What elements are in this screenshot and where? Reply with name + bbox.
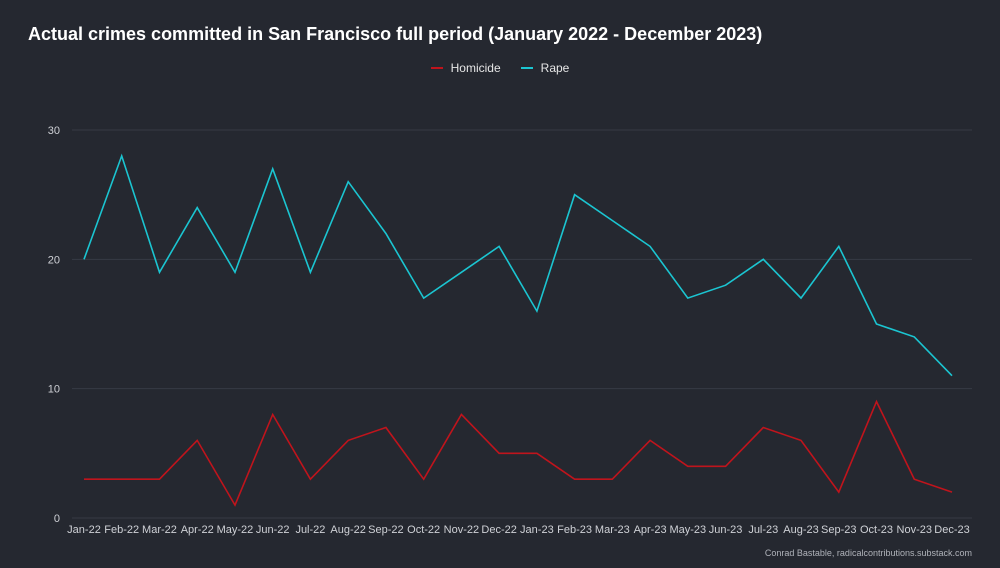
x-tick-label: Mar-23 [595,524,630,536]
data-point-rape[interactable]: Rape May-22: 19 [231,268,239,276]
data-point-rape[interactable]: Rape Feb-23: 25 [571,191,579,199]
data-point-homicide[interactable]: Homicide Aug-22: 6 [344,436,352,444]
data-point-homicide[interactable]: Homicide Dec-22: 5 [495,449,503,457]
data-point-rape[interactable]: Rape Nov-22: 19 [457,268,465,276]
data-point-homicide[interactable]: Homicide Sep-22: 7 [382,423,390,431]
x-tick-label: Aug-22 [330,524,365,536]
x-tick-label: Nov-23 [897,524,932,536]
series-line-homicide [84,399,953,507]
legend-item-homicide[interactable]: Homicide [430,61,501,75]
data-point-homicide[interactable]: Homicide Oct-22: 3 [420,475,428,483]
data-point-homicide[interactable]: Homicide May-22: 1 [231,501,239,509]
x-tick-label: Dec-23 [934,524,969,536]
x-tick-label: Aug-23 [783,524,818,536]
x-tick-label: Jun-23 [709,524,743,536]
data-point-rape[interactable]: Rape Apr-22: 24 [193,204,201,212]
data-point-rape[interactable]: Rape Sep-23: 21 [835,242,843,250]
data-point-homicide[interactable]: Homicide Nov-22: 8 [457,411,465,419]
y-tick-label: 0 [54,513,60,525]
data-point-rape[interactable]: Rape May-23: 17 [684,294,692,302]
data-point-rape[interactable]: Rape Jan-23: 16 [533,307,541,315]
x-tick-label: Mar-22 [142,524,177,536]
data-point-rape[interactable]: Rape Dec-23: 11 [948,372,956,380]
data-point-homicide[interactable]: Homicide Jun-23: 4 [722,462,730,470]
x-tick-label: Sep-22 [368,524,403,536]
x-tick-label: Sep-23 [821,524,856,536]
x-tick-label: Jan-23 [520,524,554,536]
data-point-rape[interactable]: Rape Sep-22: 22 [382,229,390,237]
x-tick-label: Feb-23 [557,524,592,536]
y-tick-label: 20 [48,254,60,266]
data-point-homicide[interactable]: Homicide Jul-22: 3 [306,475,314,483]
data-point-rape[interactable]: Rape Nov-23: 14 [910,333,918,341]
data-point-rape[interactable]: Rape Jun-23: 18 [722,281,730,289]
data-point-rape[interactable]: Rape Jun-22: 27 [269,165,277,173]
x-tick-label: May-22 [217,524,254,536]
y-axis-ticks: 0 10 20 30 [48,125,60,525]
source-credit: Conrad Bastable, radicalcontributions.su… [764,548,972,558]
data-point-rape[interactable]: Rape Apr-23: 21 [646,242,654,250]
data-point-homicide[interactable]: Homicide Apr-22: 6 [193,436,201,444]
data-point-rape[interactable]: Rape Oct-22: 17 [420,294,428,302]
data-point-homicide[interactable]: Homicide Jun-22: 8 [269,411,277,419]
x-tick-label: Apr-22 [181,524,214,536]
data-point-homicide[interactable]: Homicide Feb-22: 3 [118,475,126,483]
data-point-rape[interactable]: Rape Mar-23: 23 [608,217,616,225]
x-tick-label: Apr-23 [634,524,667,536]
data-point-homicide[interactable]: Homicide Jan-23: 5 [533,449,541,457]
x-tick-label: Feb-22 [104,524,139,536]
data-point-homicide[interactable]: Homicide Nov-23: 3 [910,475,918,483]
legend-label-homicide: Homicide [450,61,501,75]
data-point-rape[interactable]: Rape Aug-22: 26 [344,178,352,186]
x-tick-label: Jul-22 [295,524,325,536]
data-point-rape[interactable]: Rape Dec-22: 21 [495,242,503,250]
data-point-homicide[interactable]: Homicide Mar-23: 3 [608,475,616,483]
data-point-rape[interactable]: Rape Feb-22: 28 [118,152,126,160]
data-point-rape[interactable]: Rape Aug-23: 17 [797,294,805,302]
legend-item-rape[interactable]: Rape [520,61,570,75]
x-tick-label: Oct-23 [860,524,893,536]
data-point-homicide[interactable]: Homicide Oct-23: 9 [873,398,881,406]
data-point-rape[interactable]: Rape Oct-23: 15 [873,320,881,328]
grid-layer [72,129,972,519]
data-point-homicide[interactable]: Homicide Apr-23: 6 [646,436,654,444]
legend-label-rape: Rape [540,61,570,75]
legend-swatch-homicide [430,67,443,69]
data-point-homicide[interactable]: Homicide Aug-23: 6 [797,436,805,444]
series-layer: Homicide Jan-22: 3 Homicide Feb-22: 3 Homi… [80,152,956,509]
data-point-homicide[interactable]: Homicide Sep-23: 2 [835,488,843,496]
x-tick-label: Jul-23 [748,524,778,536]
y-tick-label: 10 [48,384,60,396]
data-point-homicide[interactable]: Homicide Feb-23: 3 [571,475,579,483]
x-axis-ticks: Jan-22 Feb-22 Mar-22 Apr-22 May-22 Jun-22 Jul-… [67,524,970,536]
x-tick-label: Jun-22 [256,524,290,536]
legend: Homicide Rape [0,61,1000,75]
data-point-homicide[interactable]: Homicide Dec-23: 2 [948,488,956,496]
data-point-rape[interactable]: Rape Jul-22: 19 [306,268,314,276]
data-point-homicide[interactable]: Homicide May-23: 4 [684,462,692,470]
x-tick-label: Dec-22 [481,524,516,536]
chart-title: Actual crimes committed in San Francisco… [28,24,763,44]
data-point-rape[interactable]: Rape Mar-22: 19 [155,268,163,276]
x-tick-label: May-23 [669,524,706,536]
data-point-homicide[interactable]: Homicide Mar-22: 3 [155,475,163,483]
data-point-rape[interactable]: Rape Jan-22: 20 [80,255,88,263]
x-tick-label: Jan-22 [67,524,101,536]
x-tick-label: Nov-22 [444,524,479,536]
legend-swatch-rape [520,67,533,69]
data-point-homicide[interactable]: Homicide Jan-22: 3 [80,475,88,483]
data-point-homicide[interactable]: Homicide Jul-23: 7 [759,423,767,431]
data-point-rape[interactable]: Rape Jul-23: 20 [759,255,767,263]
x-tick-label: Oct-22 [407,524,440,536]
series-line-rape [83,153,953,377]
y-tick-label: 30 [48,125,60,137]
